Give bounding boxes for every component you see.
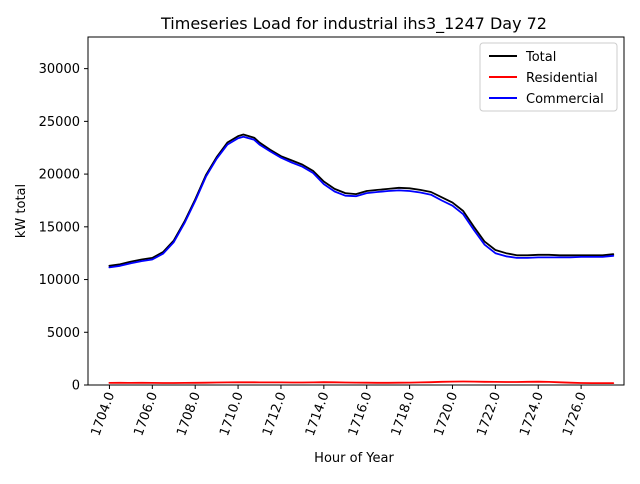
series-line-commercial — [108, 135, 615, 269]
y-tick-label: 10000 — [39, 273, 80, 288]
series-line-residential — [108, 380, 615, 385]
x-axis-label: Hour of Year — [314, 451, 394, 466]
y-tick-label: 30000 — [39, 62, 80, 77]
axes-frame — [87, 36, 625, 386]
y-tick-label: 15000 — [39, 220, 80, 235]
legend: Total Residential Commercial — [479, 42, 618, 112]
legend-box — [479, 42, 618, 112]
legend-label-residential: Residential — [526, 71, 598, 86]
y-tick-label: 0 — [72, 379, 80, 394]
legend-label-commercial: Commercial — [526, 92, 604, 107]
y-tick-label: 5000 — [47, 326, 80, 341]
y-tick-label: 20000 — [39, 168, 80, 183]
y-tick-label: 25000 — [39, 115, 80, 130]
chart-title: Timeseries Load for industrial ihs3_1247… — [160, 14, 547, 34]
y-axis-label: kW total — [14, 184, 29, 238]
legend-label-total: Total — [525, 50, 556, 65]
